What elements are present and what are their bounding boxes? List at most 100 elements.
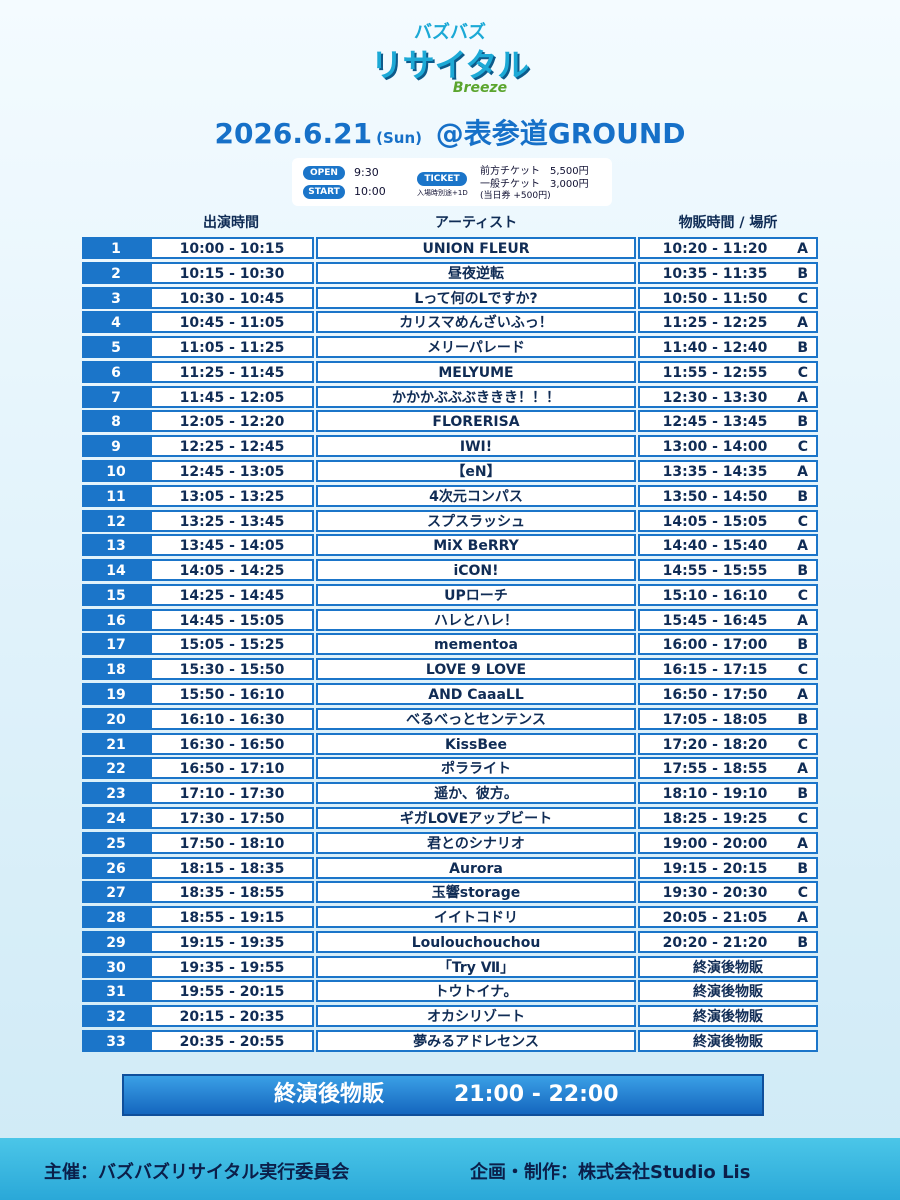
merch-time: 13:50 - 14:50 B	[638, 484, 818, 507]
merch-time-text: 14:40 - 15:40	[662, 538, 768, 555]
row-number: 12	[82, 509, 150, 532]
merch-place: B	[797, 414, 808, 431]
artist: かかかぶぶぶききき！！！	[316, 385, 636, 408]
performance-time: 17:30 - 17:50	[150, 806, 314, 829]
merch-time: 12:45 - 13:45 B	[638, 410, 818, 433]
merch-place: C	[797, 364, 808, 381]
merch-time: 17:55 - 18:55 A	[638, 757, 818, 780]
merch-time-text: 19:00 - 20:00	[662, 835, 768, 852]
performance-time: 14:45 - 15:05	[150, 608, 314, 631]
artist: LOVE 9 LOVE	[316, 658, 636, 681]
info-box: OPEN 9:30 START 10:00 TICKET 入場時別途+1D 前方…	[292, 158, 612, 206]
merch-time-text: 13:35 - 14:35	[662, 464, 768, 481]
merch-place: C	[797, 810, 808, 827]
price: 一般チケット 3,000円	[480, 179, 589, 190]
merch-time: 14:05 - 15:05 C	[638, 509, 818, 532]
row-number: 7	[82, 385, 150, 408]
merch-time-text: 15:45 - 16:45	[662, 612, 768, 629]
row-number: 27	[82, 881, 150, 904]
artist: MiX BeRRY	[316, 534, 636, 557]
start-time: 10:00	[354, 185, 386, 198]
merch-time: 19:30 - 20:30 C	[638, 881, 818, 904]
artist: 遥か、彼方。	[316, 782, 636, 805]
merch-time-text: 11:40 - 12:40	[662, 340, 768, 357]
column-header: 物販時間 / 場所	[678, 215, 778, 231]
artist: UNION FLEUR	[316, 237, 636, 259]
performance-time: 16:50 - 17:10	[150, 757, 314, 780]
performance-time: 18:35 - 18:55	[150, 881, 314, 904]
artist: FLORERISA	[316, 410, 636, 433]
merch-place: A	[797, 687, 808, 704]
performance-time: 20:15 - 20:35	[150, 1005, 314, 1028]
performance-time: 12:05 - 12:20	[150, 410, 314, 433]
row-number: 3	[82, 286, 150, 309]
artist: スプスラッシュ	[316, 509, 636, 532]
row-number: 1	[82, 237, 150, 259]
open-time: 9:30	[354, 166, 379, 179]
performance-time: 10:30 - 10:45	[150, 286, 314, 309]
performance-time: 15:30 - 15:50	[150, 658, 314, 681]
performance-time: 15:50 - 16:10	[150, 683, 314, 706]
artist: 【eN】	[316, 460, 636, 483]
row-number: 33	[82, 1029, 150, 1052]
artist: mementoa	[316, 633, 636, 656]
merch-place: A	[797, 464, 808, 481]
logo-top: バズバズ	[414, 22, 486, 43]
merch-time-text: 19:30 - 20:30	[662, 885, 768, 902]
merch-time: 11:25 - 12:25 A	[638, 311, 818, 334]
row-number: 10	[82, 460, 150, 483]
merch-time-text: 終演後物販	[693, 1033, 763, 1050]
merch-time: 10:20 - 11:20 A	[638, 237, 818, 259]
row-number: 28	[82, 906, 150, 929]
merch-time-text: 18:10 - 19:10	[662, 786, 768, 803]
performance-time: 12:45 - 13:05	[150, 460, 314, 483]
merch-time-text: 19:15 - 20:15	[662, 860, 768, 877]
merch-time: 15:10 - 16:10 C	[638, 583, 818, 606]
final-merch-label: 終演後物販	[274, 1082, 385, 1107]
merch-time: 17:20 - 18:20 C	[638, 732, 818, 755]
logo-main: リサイタル	[370, 46, 530, 84]
organizer: 主催：バズバズリサイタル実行委員会	[44, 1162, 350, 1183]
performance-time: 14:05 - 14:25	[150, 559, 314, 582]
merch-time: 終演後物販	[638, 980, 818, 1003]
merch-place: A	[797, 612, 808, 629]
performance-time: 11:45 - 12:05	[150, 385, 314, 408]
venue: @表参道GROUND	[435, 117, 686, 150]
merch-time-text: 12:30 - 13:30	[662, 389, 768, 406]
event-date: 2026.6.21 (Sun) @表参道GROUND	[0, 112, 900, 152]
merch-time: 14:40 - 15:40 A	[638, 534, 818, 557]
merch-time-text: 終演後物販	[693, 984, 763, 1001]
row-number: 19	[82, 683, 150, 706]
merch-place: A	[797, 910, 808, 927]
merch-time: 18:10 - 19:10 B	[638, 782, 818, 805]
merch-place: B	[797, 786, 808, 803]
merch-time: 19:00 - 20:00 A	[638, 831, 818, 854]
row-number: 30	[82, 955, 150, 978]
date: 2026.6.21	[214, 117, 373, 150]
merch-time-text: 20:20 - 21:20	[662, 934, 768, 951]
row-number: 11	[82, 484, 150, 507]
performance-time: 12:25 - 12:45	[150, 435, 314, 458]
merch-place: A	[797, 241, 808, 257]
performance-time: 10:45 - 11:05	[150, 311, 314, 334]
artist: MELYUME	[316, 360, 636, 383]
price: (当日券 +500円)	[480, 191, 551, 201]
row-number: 31	[82, 980, 150, 1003]
merch-time: 13:35 - 14:35 A	[638, 460, 818, 483]
row-number: 5	[82, 336, 150, 359]
row-number: 20	[82, 707, 150, 730]
artist: 昼夜逆転	[316, 261, 636, 284]
merch-place: A	[797, 315, 808, 332]
row-number: 25	[82, 831, 150, 854]
merch-time-text: 17:55 - 18:55	[662, 761, 768, 778]
merch-place: B	[797, 860, 808, 877]
merch-time: 10:35 - 11:35 B	[638, 261, 818, 284]
column-header: 出演時間	[203, 215, 259, 231]
merch-place: C	[797, 736, 808, 753]
merch-time-text: 10:35 - 11:35	[662, 265, 768, 282]
artist: KissBee	[316, 732, 636, 755]
merch-time: 20:20 - 21:20 B	[638, 930, 818, 953]
row-number: 26	[82, 856, 150, 879]
merch-time: 11:55 - 12:55 C	[638, 360, 818, 383]
merch-place: A	[797, 538, 808, 555]
